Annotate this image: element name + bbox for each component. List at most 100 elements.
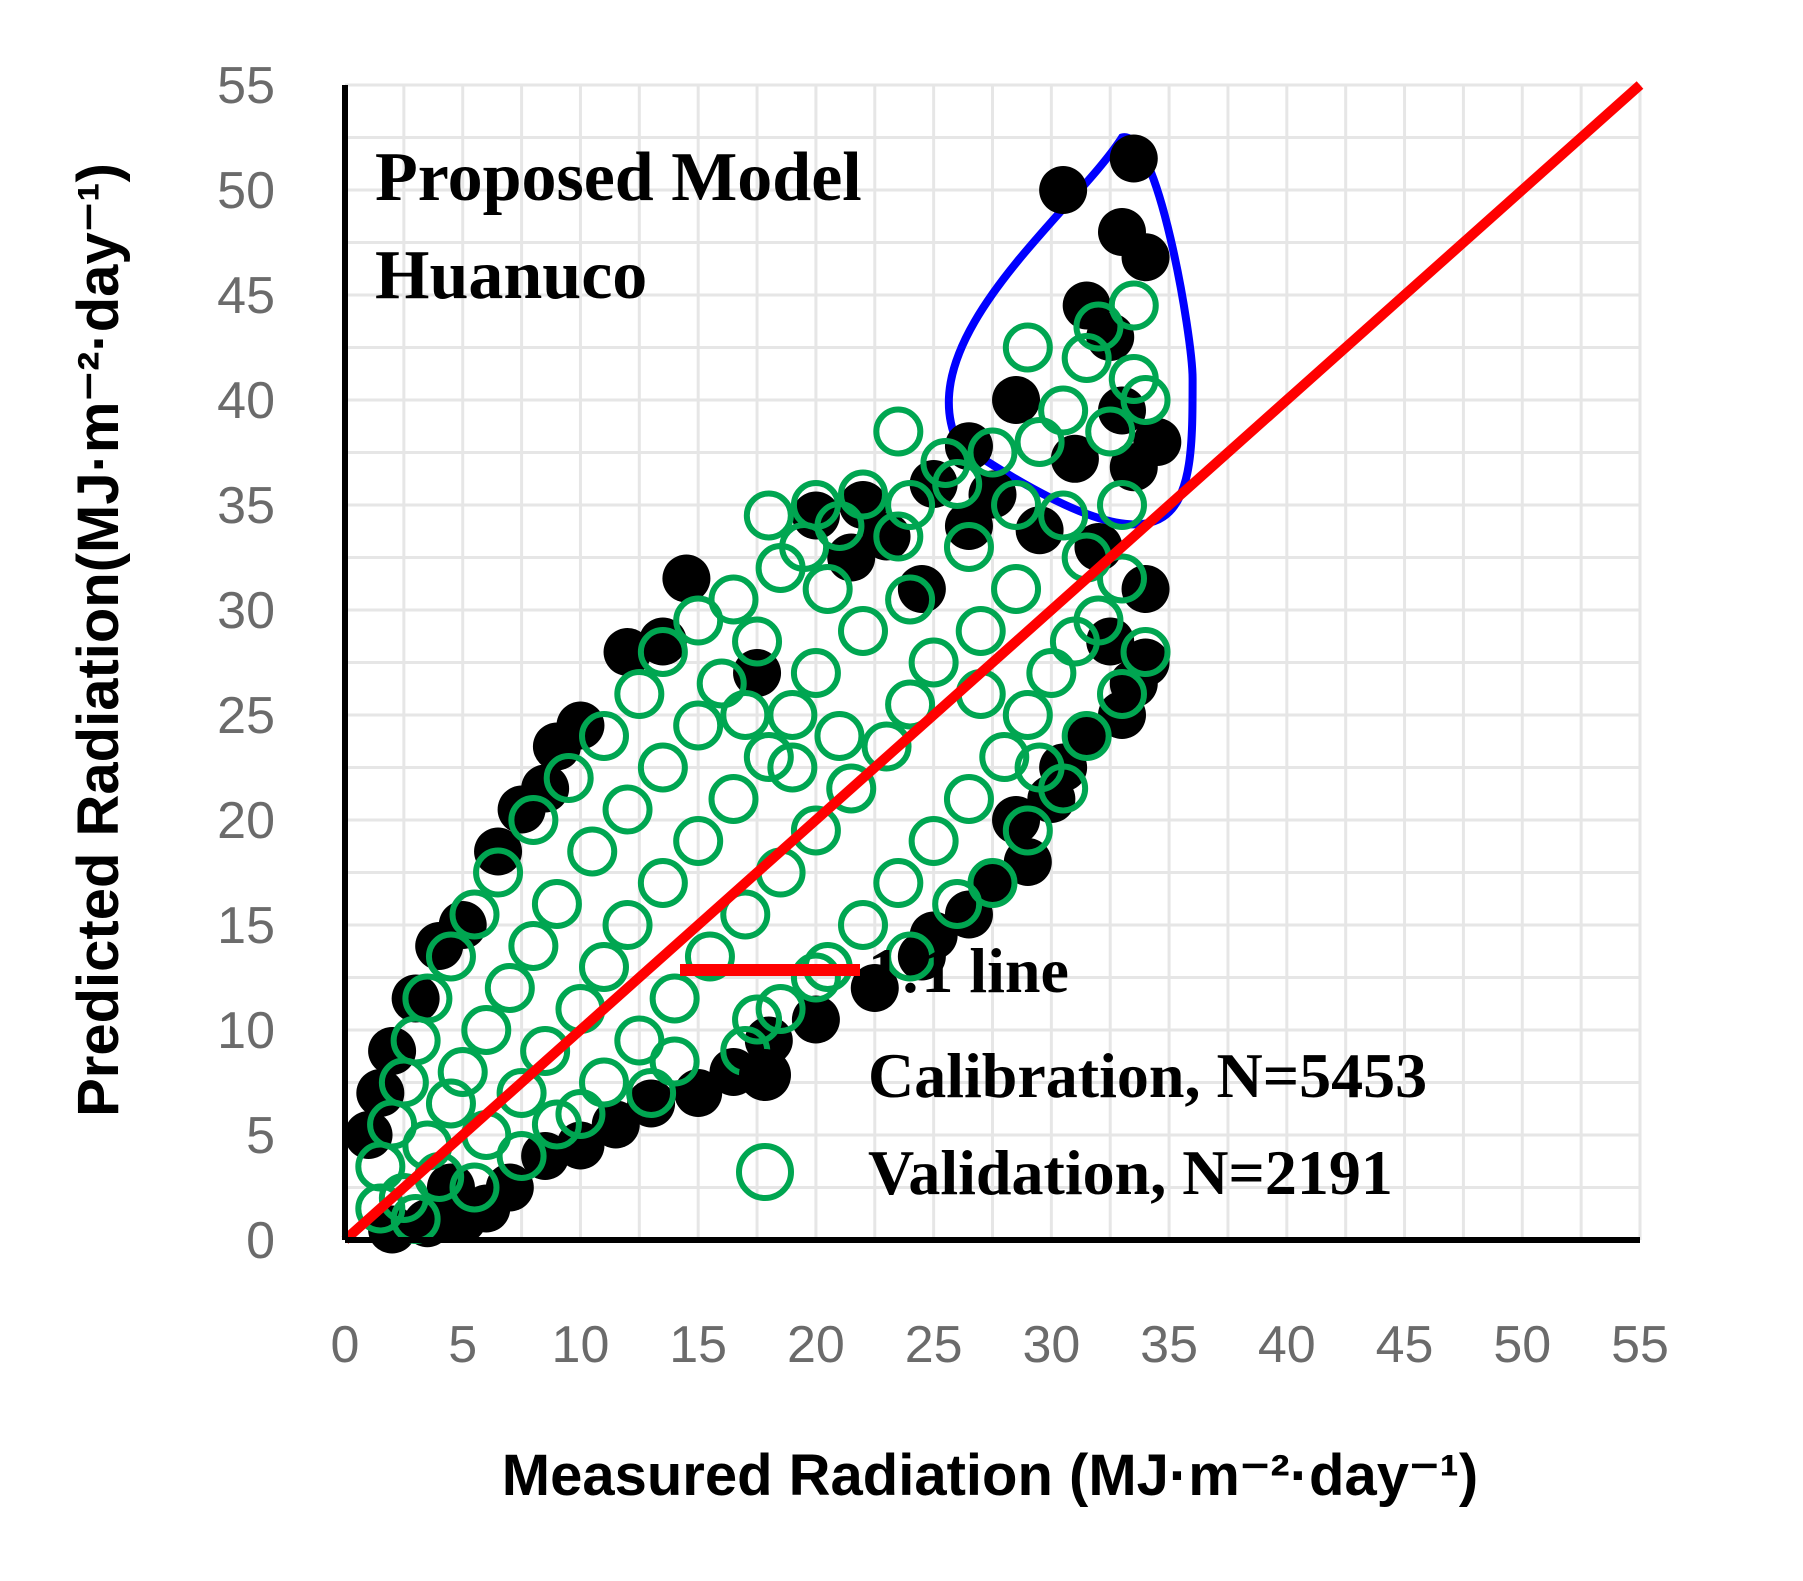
- validation-point: [614, 669, 665, 719]
- chart-title-line-2: Huanuco: [375, 237, 647, 314]
- validation-point: [767, 742, 818, 793]
- validation-point: [673, 816, 724, 866]
- validation-point: [673, 700, 724, 751]
- validation-point: [802, 564, 853, 614]
- validation-point: [531, 879, 582, 929]
- y-tick-label: 30: [217, 582, 275, 640]
- validation-point: [743, 490, 794, 541]
- validation-point: [484, 963, 535, 1013]
- validation-point: [790, 805, 841, 856]
- validation-point: [826, 763, 877, 814]
- validation-point: [943, 522, 994, 572]
- validation-point: [1026, 648, 1077, 698]
- legend-label-validation: Validation, N=2191: [868, 1137, 1393, 1208]
- validation-point: [838, 469, 888, 520]
- x-tick-label: 0: [331, 1316, 360, 1374]
- y-tick-label: 15: [217, 897, 275, 955]
- validation-point: [508, 795, 559, 845]
- calibration-point: [627, 1079, 676, 1128]
- validation-point: [1014, 742, 1065, 793]
- x-tick-label: 50: [1493, 1316, 1551, 1374]
- validation-point: [873, 406, 924, 457]
- y-tick-label: 5: [246, 1107, 275, 1165]
- y-tick-label: 35: [217, 477, 275, 535]
- validation-point: [708, 774, 759, 824]
- validation-point: [1038, 490, 1089, 541]
- validation-point: [838, 606, 888, 656]
- validation-point: [637, 627, 688, 677]
- validation-point: [449, 889, 500, 940]
- x-tick-label: 40: [1258, 1316, 1316, 1374]
- validation-point: [1002, 322, 1053, 373]
- x-tick-label: 35: [1140, 1316, 1198, 1374]
- y-tick-label: 40: [217, 372, 275, 430]
- validation-point: [873, 858, 924, 908]
- x-tick-label: 30: [1022, 1316, 1080, 1374]
- x-tick-label: 25: [905, 1316, 963, 1374]
- validation-point: [1061, 711, 1112, 761]
- validation-point: [637, 742, 688, 793]
- validation-point: [720, 889, 771, 940]
- validation-point: [1002, 690, 1053, 740]
- y-tick-label: 45: [217, 267, 275, 325]
- y-tick-labels: 0 5 10 15 20 25 30 35 40 45 50 55: [217, 57, 275, 1270]
- validation-point: [932, 459, 983, 509]
- grid: [343, 83, 1642, 1242]
- validation-point: [755, 984, 806, 1034]
- validation-point: [790, 952, 841, 1003]
- calibration-point: [1121, 233, 1170, 282]
- calibration-point: [1121, 565, 1170, 613]
- validation-point: [355, 1183, 406, 1234]
- y-tick-label: 10: [217, 1002, 275, 1060]
- y-axis-title: Predicted Radiation(MJ·m⁻²·day⁻¹): [66, 163, 131, 1117]
- x-tick-label: 15: [669, 1316, 727, 1374]
- calibration-point: [992, 796, 1041, 844]
- validation-point: [673, 595, 724, 646]
- y-tick-label: 55: [217, 57, 275, 115]
- validation-point: [743, 732, 794, 782]
- validation-point: [626, 1068, 677, 1118]
- validation-point: [991, 564, 1042, 614]
- validation-point: [967, 427, 1018, 478]
- validation-point: [720, 690, 771, 740]
- validation-point: [885, 931, 936, 982]
- calibration-point: [603, 628, 652, 676]
- validation-point: [437, 1047, 488, 1097]
- validation-point: [579, 942, 629, 992]
- validation-point: [932, 879, 983, 929]
- validation-point: [579, 711, 629, 761]
- validation-point: [790, 648, 841, 698]
- x-tick-labels: 0 5 10 15 20 25 30 35 40 45 50 55: [331, 1316, 1669, 1374]
- validation-point: [1073, 301, 1124, 352]
- validation-point: [461, 1005, 512, 1055]
- validation-point: [555, 1089, 606, 1139]
- chart-title-line-1: Proposed Model: [375, 139, 862, 216]
- x-tick-label: 10: [552, 1316, 610, 1374]
- validation-point: [425, 931, 476, 982]
- validation-point: [885, 574, 936, 625]
- validation-point: [885, 480, 936, 530]
- y-tick-label: 25: [217, 687, 275, 745]
- validation-point: [425, 1078, 476, 1129]
- validation-point: [543, 753, 594, 803]
- validation-point: [908, 637, 959, 688]
- legend: 1:1 line Calibration, N=5453 Validation,…: [680, 935, 1427, 1208]
- validation-point: [649, 1036, 700, 1087]
- calibration-point: [662, 554, 711, 603]
- validation-point: [755, 543, 806, 593]
- x-tick-label: 5: [448, 1316, 477, 1374]
- validation-point: [955, 606, 1006, 656]
- calibration-point: [1109, 134, 1158, 183]
- calibration-point: [674, 1069, 723, 1117]
- validation-point: [838, 900, 888, 950]
- validation-point: [508, 921, 559, 971]
- validation-point: [873, 511, 924, 562]
- validation-point: [767, 690, 818, 740]
- validation-point: [579, 1057, 629, 1108]
- validation-point: [1049, 616, 1100, 667]
- x-tick-label: 55: [1611, 1316, 1669, 1374]
- validation-point: [1097, 480, 1147, 530]
- validation-point: [449, 1162, 500, 1213]
- validation-point: [567, 826, 618, 877]
